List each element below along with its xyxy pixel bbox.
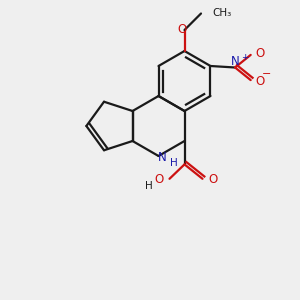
Text: CH₃: CH₃: [212, 8, 232, 19]
Text: H: H: [170, 158, 178, 168]
Text: −: −: [262, 68, 271, 79]
Text: O: O: [256, 47, 265, 60]
Text: N: N: [158, 151, 167, 164]
Text: N: N: [231, 55, 240, 68]
Text: O: O: [208, 173, 218, 186]
Text: +: +: [241, 53, 248, 62]
Text: O: O: [154, 173, 164, 186]
Text: H: H: [145, 181, 153, 191]
Text: O: O: [256, 75, 265, 88]
Text: O: O: [178, 23, 187, 36]
